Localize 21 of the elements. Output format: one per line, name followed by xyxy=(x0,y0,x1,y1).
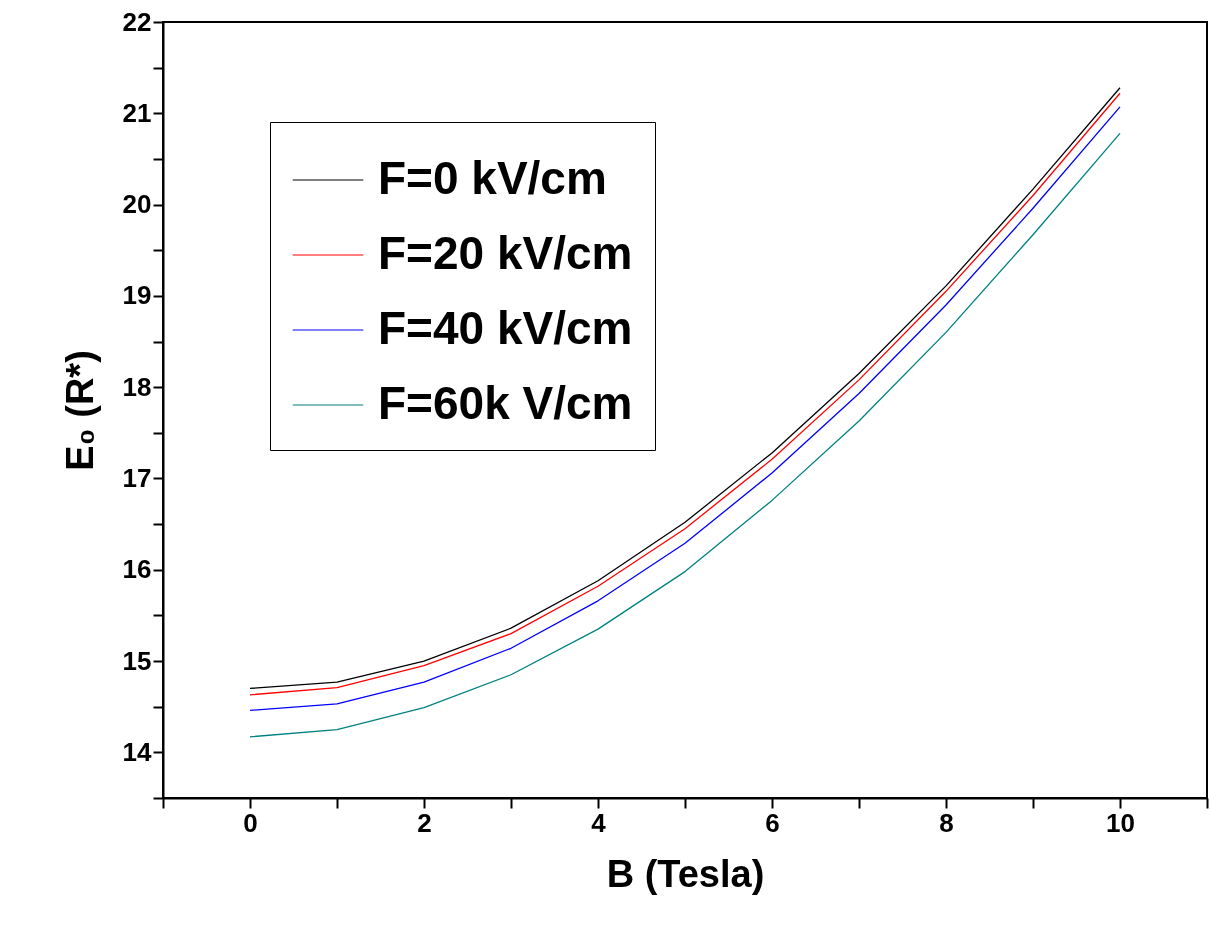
y-tick-label: 14 xyxy=(122,736,153,767)
legend-label: F=40 kV/cm xyxy=(378,302,633,354)
legend-label: F=20 kV/cm xyxy=(378,227,633,279)
y-tick-label: 16 xyxy=(122,554,152,585)
x-tick-label: 8 xyxy=(939,807,954,838)
x-tick-label: 4 xyxy=(591,807,607,838)
x-tick-label: 10 xyxy=(1106,807,1135,838)
y-tick-label: 15 xyxy=(122,645,152,676)
x-tick-label: 6 xyxy=(765,807,780,838)
y-tick-label: 18 xyxy=(122,371,152,402)
legend-label: F=0 kV/cm xyxy=(378,152,607,204)
y-tick-label: 17 xyxy=(122,462,152,493)
legend-label: F=60k V/cm xyxy=(378,377,633,429)
y-tick-label: 19 xyxy=(122,280,152,311)
y-axis-title: E₀ (R*) xyxy=(58,350,101,471)
y-tick-label: 20 xyxy=(122,189,152,220)
y-tick-label: 22 xyxy=(122,6,152,37)
x-tick-label: 0 xyxy=(243,807,258,838)
x-tick-label: 2 xyxy=(417,807,432,838)
y-tick-label: 21 xyxy=(122,97,152,128)
x-axis-title: B (Tesla) xyxy=(606,852,765,895)
